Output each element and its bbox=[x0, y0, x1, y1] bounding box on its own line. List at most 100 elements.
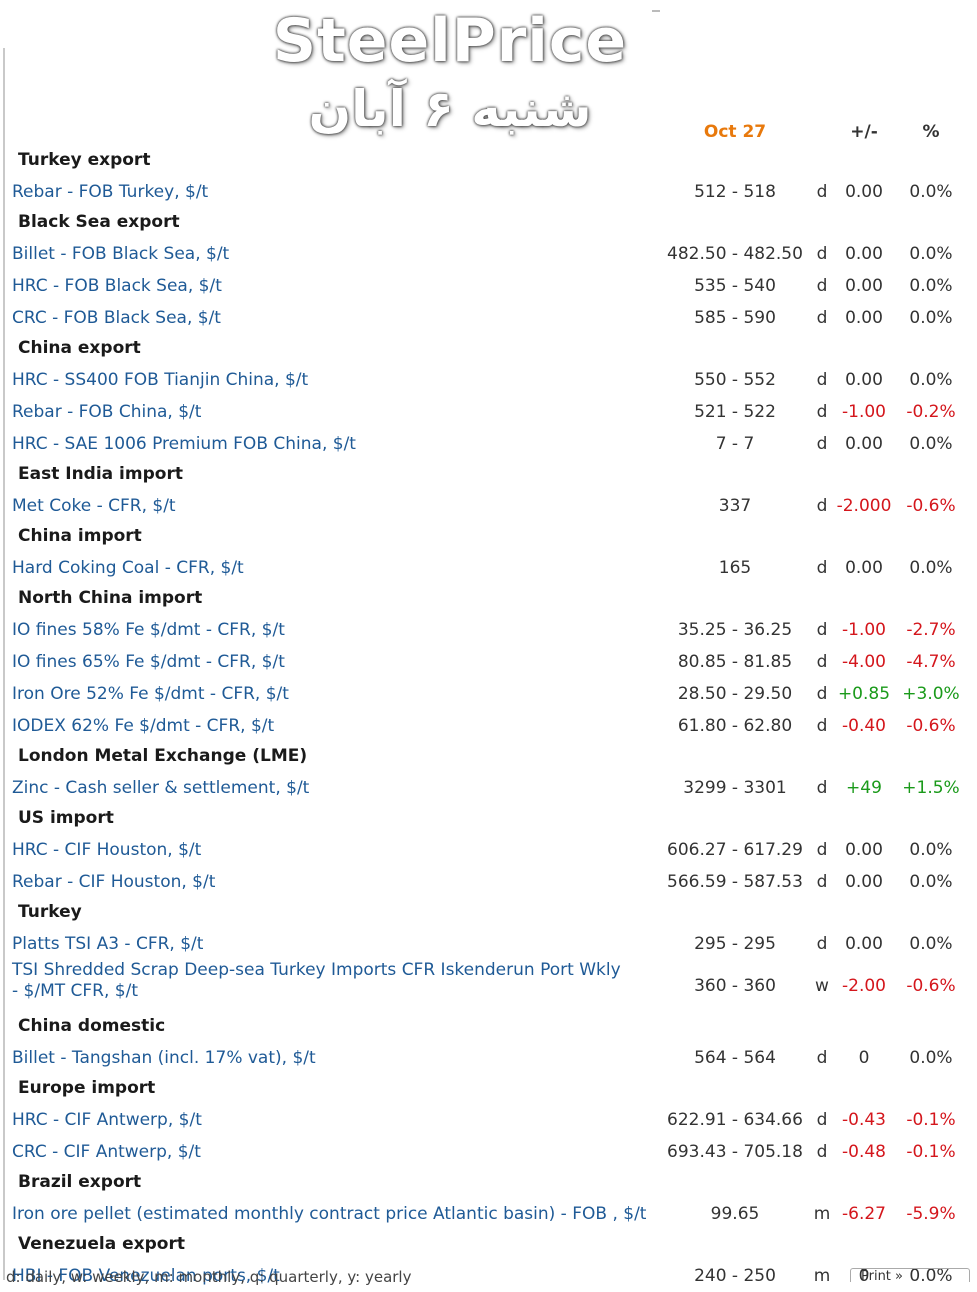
price-row: IODEX 62% Fe $/dmt - CFR, $/t 61.80 - 62.… bbox=[0, 712, 977, 742]
price-row: Billet - Tangshan (incl. 17% vat), $/t 56… bbox=[0, 1044, 977, 1074]
price-change: -0.48 bbox=[842, 1142, 886, 1162]
price-row: Rebar - FOB Turkey, $/t 512 - 518 d 0.00 0.0… bbox=[0, 178, 977, 208]
price-change: -1.00 bbox=[842, 402, 886, 422]
price-range: 3299 - 3301 bbox=[683, 778, 787, 798]
frequency: d bbox=[816, 308, 828, 328]
section-title: Brazil export bbox=[18, 1172, 142, 1192]
price-row: HRC - SS400 FOB Tianjin China, $/t 550 - … bbox=[0, 366, 977, 396]
price-row: CRC - FOB Black Sea, $/t 585 - 590 d 0.00 0.… bbox=[0, 304, 977, 334]
header-percent[interactable]: % bbox=[922, 122, 940, 142]
commodity-link[interactable]: Rebar - FOB Turkey, $/t bbox=[12, 182, 209, 202]
commodity-link[interactable]: Billet - FOB Black Sea, $/t bbox=[12, 244, 230, 264]
commodity-link[interactable]: HRC - SS400 FOB Tianjin China, $/t bbox=[12, 370, 309, 390]
section-row: Venezuela export bbox=[0, 1230, 977, 1260]
price-row: Rebar - CIF Houston, $/t 566.59 - 587.53 d… bbox=[0, 868, 977, 898]
commodity-link[interactable]: HRC - SAE 1006 Premium FOB China, $/t bbox=[12, 434, 356, 454]
frequency: d bbox=[816, 1048, 828, 1068]
commodity-link[interactable]: IO fines 65% Fe $/dmt - CFR, $/t bbox=[12, 652, 285, 672]
frequency: d bbox=[816, 496, 828, 516]
frequency: d bbox=[816, 872, 828, 892]
price-change: -0.40 bbox=[842, 716, 886, 736]
commodity-link[interactable]: IO fines 58% Fe $/dmt - CFR, $/t bbox=[12, 620, 285, 640]
frequency: d bbox=[816, 1110, 828, 1130]
watermark-dash bbox=[652, 10, 660, 12]
section-title: Turkey bbox=[18, 902, 82, 922]
section-row: Brazil export bbox=[0, 1168, 977, 1198]
commodity-link[interactable]: HRC - FOB Black Sea, $/t bbox=[12, 276, 222, 296]
frequency: d bbox=[816, 276, 828, 296]
price-range: 99.65 bbox=[710, 1204, 760, 1224]
price-range: 165 bbox=[718, 558, 752, 578]
percent-change: 0.0% bbox=[909, 840, 953, 860]
commodity-link[interactable]: HRC - CIF Houston, $/t bbox=[12, 840, 202, 860]
price-range: 28.50 - 29.50 bbox=[677, 684, 793, 704]
watermark-title: SteelPrice bbox=[272, 6, 628, 76]
section-title: Turkey export bbox=[18, 150, 151, 170]
percent-change: +1.5% bbox=[902, 778, 960, 798]
frequency: d bbox=[816, 402, 828, 422]
left-border bbox=[3, 48, 5, 1280]
price-range: 337 bbox=[718, 496, 752, 516]
section-row: US import bbox=[0, 804, 977, 834]
percent-change: -0.6% bbox=[906, 976, 956, 996]
price-change: 0.00 bbox=[845, 934, 883, 954]
percent-change: 0.0% bbox=[909, 370, 953, 390]
section-row: North China import bbox=[0, 584, 977, 614]
commodity-link[interactable]: Iron Ore 52% Fe $/dmt - CFR, $/t bbox=[12, 684, 289, 704]
commodity-link[interactable]: Platts TSI A3 - CFR, $/t bbox=[12, 934, 204, 954]
percent-change: -0.6% bbox=[906, 716, 956, 736]
price-range: 550 - 552 bbox=[694, 370, 776, 390]
commodity-link[interactable]: HRC - CIF Antwerp, $/t bbox=[12, 1110, 202, 1130]
percent-change: -4.7% bbox=[906, 652, 956, 672]
price-change: 0.00 bbox=[845, 370, 883, 390]
header-change[interactable]: +/- bbox=[850, 122, 878, 142]
commodity-link[interactable]: Rebar - CIF Houston, $/t bbox=[12, 872, 216, 892]
price-change: 0.00 bbox=[845, 434, 883, 454]
price-range: 566.59 - 587.53 bbox=[667, 872, 803, 892]
section-title: North China import bbox=[18, 588, 203, 608]
commodity-link[interactable]: Iron ore pellet (estimated monthly contr… bbox=[12, 1204, 647, 1224]
frequency: d bbox=[816, 778, 828, 798]
price-range: 585 - 590 bbox=[694, 308, 776, 328]
percent-change: 0.0% bbox=[909, 1048, 953, 1068]
price-row: Rebar - FOB China, $/t 521 - 522 d -1.00 -0.… bbox=[0, 398, 977, 428]
commodity-link[interactable]: Zinc - Cash seller & settlement, $/t bbox=[12, 778, 310, 798]
price-change: 0.00 bbox=[845, 558, 883, 578]
section-row: Europe import bbox=[0, 1074, 977, 1104]
price-range: 482.50 - 482.50 bbox=[667, 244, 803, 264]
commodity-link[interactable]: Met Coke - CFR, $/t bbox=[12, 496, 176, 516]
commodity-link[interactable]: CRC - CIF Antwerp, $/t bbox=[12, 1142, 201, 1162]
section-row: East India import bbox=[0, 460, 977, 490]
price-row: IO fines 65% Fe $/dmt - CFR, $/t 80.85 - … bbox=[0, 648, 977, 678]
price-range: 693.43 - 705.18 bbox=[667, 1142, 803, 1162]
commodity-link[interactable]: Billet - Tangshan (incl. 17% vat), $/t bbox=[12, 1048, 316, 1068]
section-row: Black Sea export bbox=[0, 208, 977, 238]
print-button[interactable]: Print » bbox=[850, 1268, 970, 1282]
percent-change: 0.0% bbox=[909, 558, 953, 578]
frequency: m bbox=[813, 1266, 831, 1286]
commodity-link[interactable]: IODEX 62% Fe $/dmt - CFR, $/t bbox=[12, 716, 275, 736]
section-title: Europe import bbox=[18, 1078, 156, 1098]
section-title: China export bbox=[18, 338, 141, 358]
price-row: HRC - SAE 1006 Premium FOB China, $/t 7 -… bbox=[0, 430, 977, 460]
price-change: -2.00 bbox=[842, 976, 886, 996]
price-change: 0 bbox=[858, 1048, 870, 1068]
section-row: Turkey bbox=[0, 898, 977, 928]
price-change: +0.85 bbox=[837, 684, 891, 704]
price-change: -6.27 bbox=[842, 1204, 886, 1224]
price-range: 240 - 250 bbox=[694, 1266, 776, 1286]
price-range: 360 - 360 bbox=[694, 976, 776, 996]
price-row: HRC - CIF Antwerp, $/t 622.91 - 634.66 d -0… bbox=[0, 1106, 977, 1136]
percent-change: -0.1% bbox=[906, 1110, 956, 1130]
frequency: d bbox=[816, 1142, 828, 1162]
commodity-link[interactable]: Rebar - FOB China, $/t bbox=[12, 402, 202, 422]
commodity-link[interactable]: TSI Shredded Scrap Deep-sea Turkey Impor… bbox=[12, 960, 621, 1001]
header-date[interactable]: Oct 27 bbox=[703, 122, 767, 142]
price-change: 0 bbox=[858, 1266, 870, 1286]
commodity-link[interactable]: CRC - FOB Black Sea, $/t bbox=[12, 308, 221, 328]
price-range: 564 - 564 bbox=[694, 1048, 776, 1068]
price-range: 521 - 522 bbox=[694, 402, 776, 422]
price-change: 0.00 bbox=[845, 840, 883, 860]
commodity-link[interactable]: Hard Coking Coal - CFR, $/t bbox=[12, 558, 244, 578]
frequency: d bbox=[816, 652, 828, 672]
